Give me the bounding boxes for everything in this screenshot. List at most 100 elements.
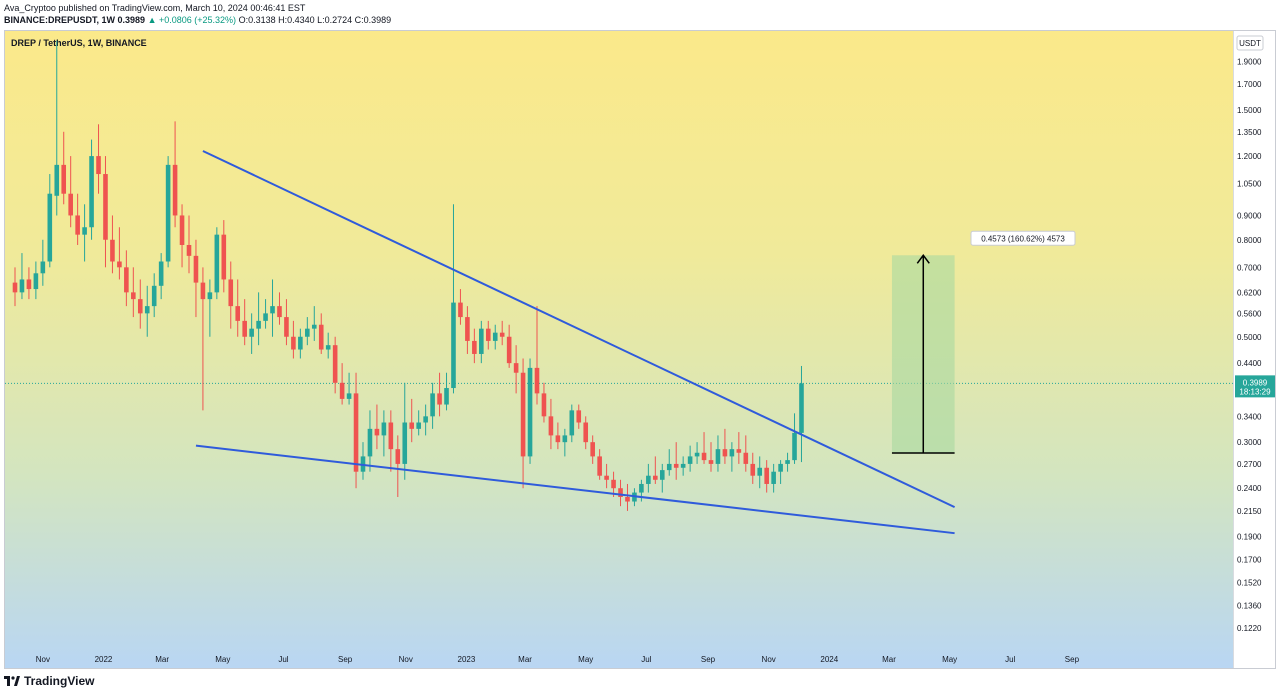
candle-body [40,261,46,274]
y-tick-label: 1.5000 [1237,106,1262,115]
candle-body [562,435,568,443]
candle-body [485,328,491,341]
candle-body [479,328,484,354]
candle-body [68,193,73,216]
candle-body [701,452,707,461]
x-tick-label: Sep [701,655,716,664]
candle-body [743,452,749,464]
candle-body [729,449,735,457]
candle-body [117,261,122,268]
candle-body [325,345,331,350]
candle-body [792,432,797,461]
candle-body [298,336,303,350]
candle-body [708,460,714,464]
candle-body [444,388,449,405]
candle-body [242,320,247,337]
price-axis[interactable] [1233,31,1275,668]
x-tick-label: Mar [518,655,532,664]
candle-body [785,460,790,464]
candle-body [291,336,296,350]
candle-body [520,372,526,457]
candle-body [311,324,317,329]
candle-body [47,193,53,262]
candle-body [611,479,616,489]
y-tick-label: 0.5600 [1237,309,1262,318]
x-tick-label: Mar [155,655,169,664]
trendline [202,150,956,509]
x-tick-label: Sep [338,655,353,664]
candle-body [548,416,554,436]
candle-body [465,317,470,341]
candle-body [75,215,80,235]
y-tick-label: 0.1220 [1237,624,1262,633]
x-tick-label: Nov [36,655,50,664]
candle-body [318,324,324,350]
y-tick-label: 0.9000 [1237,211,1262,220]
candle-body [402,422,408,464]
candle-body [646,475,651,484]
candle-body [715,449,721,464]
candle-body [305,328,310,337]
candle-body [569,410,575,436]
y-tick-label: 0.3400 [1237,412,1262,421]
publisher-line: Ava_Cryptoo published on TradingView.com… [4,3,306,13]
y-tick-label: 1.9000 [1237,57,1262,66]
plot-background [5,31,1233,668]
price-label-box [1235,375,1275,398]
price-label-countdown: 18:13:29 [1239,387,1271,396]
x-tick-label: May [215,655,230,664]
measure-label: 0.4573 (160.62%) 4573 [981,234,1065,243]
candle-body [186,244,192,256]
x-tick-label: May [942,655,957,664]
candle-body [472,340,477,354]
y-tick-label: 0.1700 [1237,555,1262,564]
candle-body [764,467,769,484]
candle-body [263,313,268,321]
ohlc-line: BINANCE:DREPUSDT, 1W 0.3989 ▲ +0.0806 (+… [4,14,391,26]
currency-label: USDT [1239,39,1261,48]
candle-body [659,470,665,480]
y-tick-label: 1.0500 [1237,180,1262,189]
candle-body [346,393,352,399]
candle-body [165,164,171,262]
y-tick-label: 0.2700 [1237,460,1262,469]
candle-body [395,449,401,464]
chart-frame[interactable]: Nov 2022 Mar May Jul Sep Nov 2023 Mar May Jul Sep No… [4,30,1276,669]
candle-body [137,299,143,314]
candle-body [799,383,804,433]
candle-body [207,292,213,300]
x-tick-label: Nov [399,655,413,664]
candle-body [144,306,150,314]
candlestick-chart[interactable]: Nov 2022 Mar May Jul Sep Nov 2023 Mar May Jul Sep No… [5,31,1276,669]
trendline [195,444,955,535]
candle-body [541,393,547,417]
candle-body [61,164,67,194]
y-tick-label: 0.1900 [1237,532,1262,541]
x-tick-label: Sep [1065,655,1080,664]
y-tick-label: 0.8000 [1237,236,1262,245]
candle-body [492,332,498,341]
candle-body [33,273,39,290]
candle-body [179,215,185,245]
candle-body [54,164,60,196]
candle-body [750,463,756,476]
candle-body [722,449,728,457]
candle-body [339,382,345,399]
candle-body [12,282,18,293]
candle-body [381,422,387,436]
candle-body [778,463,783,472]
candle-body [277,306,282,318]
measure-arrow-head [916,254,930,264]
x-tick-label: Nov [762,655,776,664]
brand-name: TradingView [24,674,95,688]
candle-body [555,435,561,443]
y-tick-label: 0.6200 [1237,288,1262,297]
price-change: ▲ +0.0806 (+25.32%) [147,15,237,25]
tradingview-logo-icon [4,676,20,686]
x-tick-label: May [578,655,593,664]
x-tick-label: 2022 [95,655,113,664]
candle-body [131,292,136,300]
y-tick-label: 1.3500 [1237,128,1262,137]
candle-body [625,496,630,502]
candle-body [26,279,32,290]
